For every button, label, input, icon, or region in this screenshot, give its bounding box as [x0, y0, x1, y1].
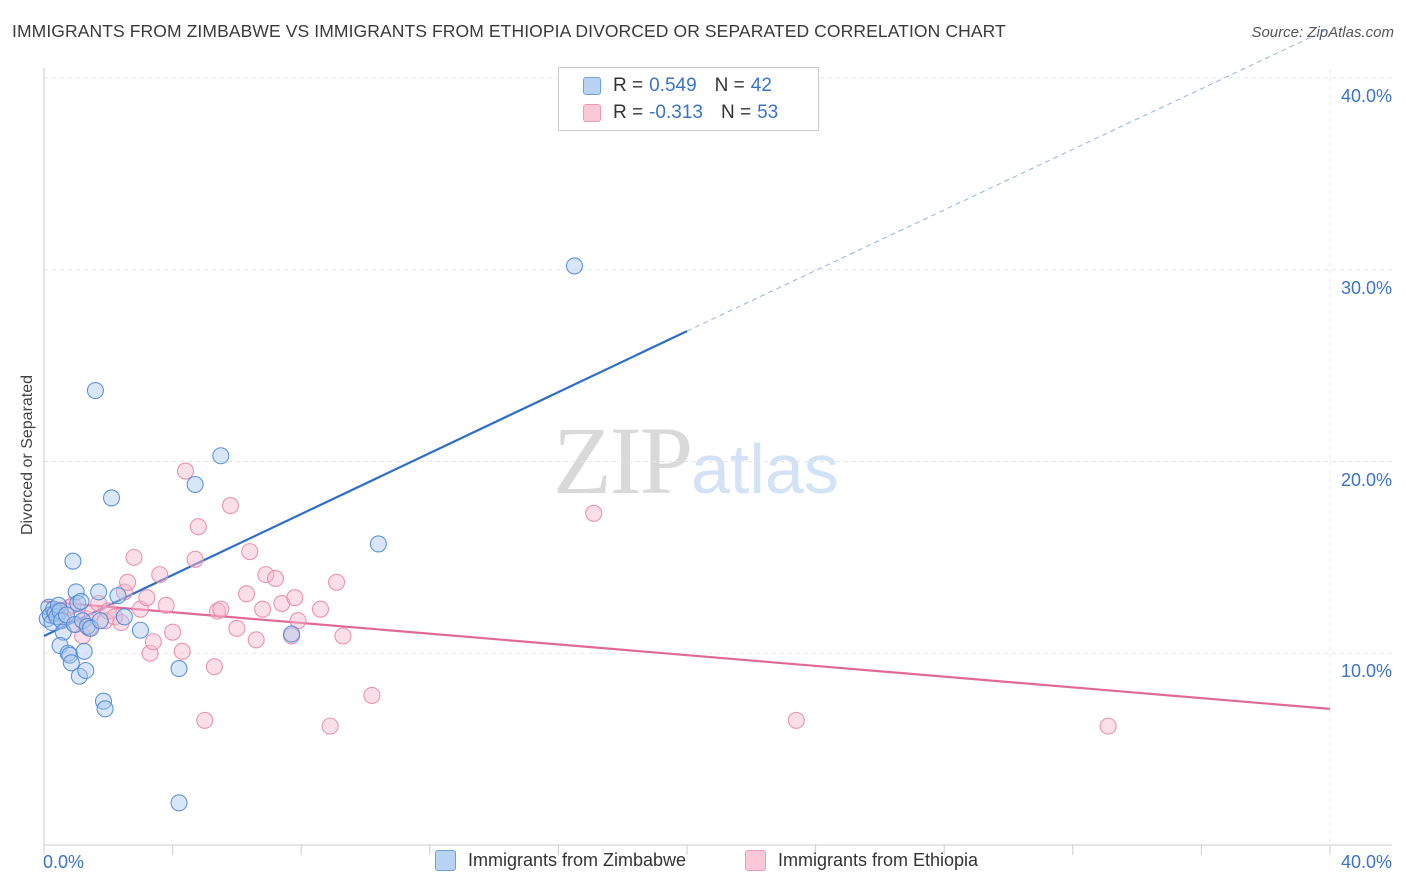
x-tick-label-min: 0.0% — [43, 852, 85, 872]
point-ethiopia — [151, 566, 169, 584]
legend-r-label: R = — [613, 75, 644, 96]
point-ethiopia — [176, 462, 195, 480]
point-ethiopia — [196, 711, 214, 729]
point-ethiopia — [173, 642, 191, 660]
point-layer — [38, 257, 1117, 812]
point-ethiopia — [205, 658, 223, 676]
y-tick-label: 30.0% — [1340, 277, 1392, 298]
point-ethiopia — [144, 633, 162, 651]
point-zimbabwe — [565, 257, 584, 275]
bottom-legend-zimbabwe: Immigrants from Zimbabwe — [435, 850, 686, 871]
bottom-legend-swatch-zimbabwe — [435, 850, 456, 871]
chart-title: IMMIGRANTS FROM ZIMBABWE VS IMMIGRANTS F… — [12, 21, 1006, 41]
point-zimbabwe — [186, 475, 204, 494]
stats-legend: R = 0.549 N = 42 R = -0.313 N = 53 — [558, 67, 819, 131]
point-ethiopia — [138, 589, 156, 607]
point-zimbabwe — [283, 625, 301, 643]
point-zimbabwe — [115, 608, 133, 626]
legend-n-label: N = — [720, 102, 752, 123]
legend-swatch-ethiopia — [583, 104, 601, 122]
trend-line-zimbabwe — [43, 330, 688, 637]
legend-n-label: N = — [714, 75, 745, 96]
watermark: ZIPatlas — [553, 405, 839, 516]
point-zimbabwe — [109, 587, 127, 605]
point-ethiopia — [254, 600, 272, 618]
point-ethiopia — [189, 518, 207, 536]
point-ethiopia — [321, 717, 339, 735]
point-ethiopia — [212, 600, 230, 618]
point-ethiopia — [186, 550, 204, 568]
source-label: Source: ZipAtlas.com — [1251, 24, 1394, 41]
point-zimbabwe — [70, 667, 88, 685]
point-ethiopia — [157, 596, 175, 614]
point-zimbabwe — [170, 660, 188, 678]
point-ethiopia — [286, 589, 304, 607]
point-ethiopia — [228, 619, 246, 637]
point-zimbabwe — [86, 382, 104, 400]
point-zimbabwe — [62, 654, 80, 672]
point-zimbabwe — [64, 552, 82, 570]
point-ethiopia — [363, 686, 381, 704]
legend-r-label: R = — [613, 102, 644, 123]
point-ethiopia — [257, 566, 275, 584]
bottom-legend-label-ethiopia: Immigrants from Ethiopia — [778, 850, 979, 870]
watermark-atlas: atlas — [691, 430, 839, 508]
trend-line-zimbabwe-extension — [686, 27, 1331, 332]
legend-row-zimbabwe: R = 0.549 N = 42 — [583, 74, 772, 98]
point-zimbabwe — [77, 661, 95, 680]
y-tick-label: 40.0% — [1340, 86, 1392, 106]
point-zimbabwe — [91, 612, 109, 630]
point-ethiopia — [1099, 717, 1117, 735]
point-ethiopia — [125, 548, 143, 566]
point-ethiopia — [164, 623, 182, 641]
bottom-legend-ethiopia: Immigrants from Ethiopia — [745, 850, 978, 871]
bottom-legend-label-zimbabwe: Immigrants from Zimbabwe — [468, 850, 687, 870]
point-ethiopia — [237, 585, 256, 603]
point-ethiopia — [787, 711, 805, 729]
x-tick-label-max: 40.0% — [1340, 852, 1392, 872]
point-zimbabwe — [102, 489, 121, 507]
point-ethiopia — [221, 497, 240, 515]
trend-layer — [43, 27, 1331, 710]
point-zimbabwe — [75, 642, 93, 660]
grid-layer — [44, 70, 1392, 845]
bottom-legend-swatch-ethiopia — [745, 850, 766, 871]
point-ethiopia — [585, 504, 603, 522]
legend-r-value: -0.313 — [649, 102, 703, 123]
point-ethiopia — [328, 573, 346, 591]
point-zimbabwe — [65, 615, 84, 634]
point-zimbabwe — [170, 794, 188, 812]
point-zimbabwe — [96, 700, 114, 718]
y-tick-label: 20.0% — [1340, 469, 1392, 490]
legend-n-value: 42 — [750, 75, 772, 96]
point-zimbabwe — [131, 621, 149, 639]
legend-n-value: 53 — [757, 102, 779, 123]
point-ethiopia — [119, 573, 137, 591]
point-ethiopia — [241, 543, 259, 561]
point-ethiopia — [311, 600, 330, 618]
point-zimbabwe — [369, 535, 387, 553]
point-ethiopia — [266, 569, 285, 588]
trend-line-ethiopia — [43, 600, 1331, 710]
point-ethiopia — [334, 627, 352, 645]
axis-layer — [43, 68, 1392, 855]
legend-r-value: 0.549 — [649, 75, 697, 96]
legend-swatch-zimbabwe — [583, 77, 601, 95]
point-zimbabwe — [72, 592, 90, 611]
point-zimbabwe — [90, 583, 108, 601]
watermark-zip: ZIP — [553, 407, 693, 514]
point-ethiopia — [247, 631, 265, 649]
y-tick-label: 10.0% — [1340, 661, 1392, 682]
legend-row-ethiopia: R = -0.313 N = 53 — [583, 101, 778, 125]
point-zimbabwe — [212, 447, 230, 465]
